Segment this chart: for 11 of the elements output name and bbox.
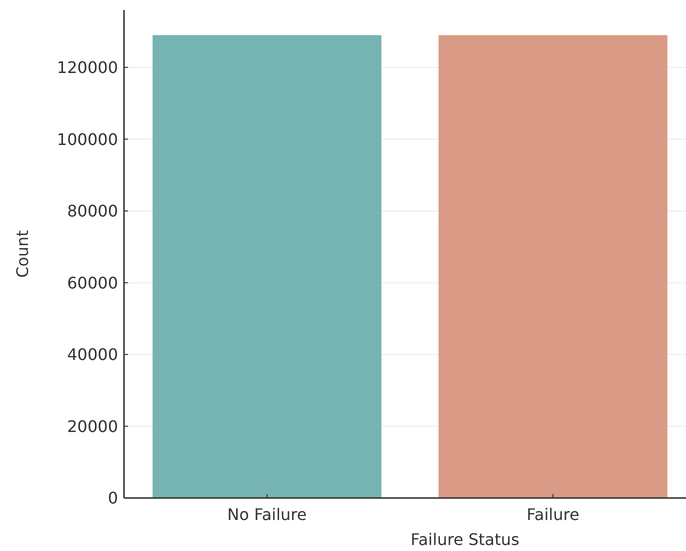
y-tick-label: 0 [108,488,118,508]
y-tick-label: 120000 [56,58,118,78]
y-tick-label: 60000 [67,273,118,292]
x-axis-title: Failure Status [410,530,520,549]
x-tick-label: No Failure [227,505,307,524]
y-tick-label: 100000 [56,130,118,149]
y-tick-label: 40000 [67,345,118,364]
y-tick-label: 80000 [67,202,118,221]
y-axis-title: Count [13,230,32,278]
x-tick-label: Failure [526,505,580,524]
y-tick-label: 20000 [67,416,118,436]
